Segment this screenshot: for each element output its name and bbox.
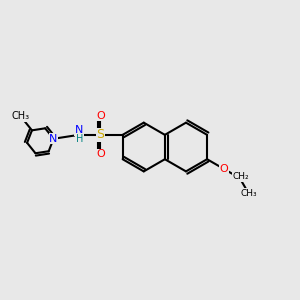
Text: CH₂: CH₂ bbox=[233, 172, 250, 181]
Text: S: S bbox=[96, 128, 104, 141]
Text: H: H bbox=[76, 134, 83, 144]
Text: O: O bbox=[96, 149, 105, 159]
Text: O: O bbox=[96, 110, 105, 121]
Text: N: N bbox=[75, 125, 83, 135]
Text: N: N bbox=[50, 134, 58, 144]
Text: O: O bbox=[219, 164, 228, 174]
Text: CH₃: CH₃ bbox=[240, 188, 257, 197]
Text: CH₃: CH₃ bbox=[12, 111, 30, 122]
